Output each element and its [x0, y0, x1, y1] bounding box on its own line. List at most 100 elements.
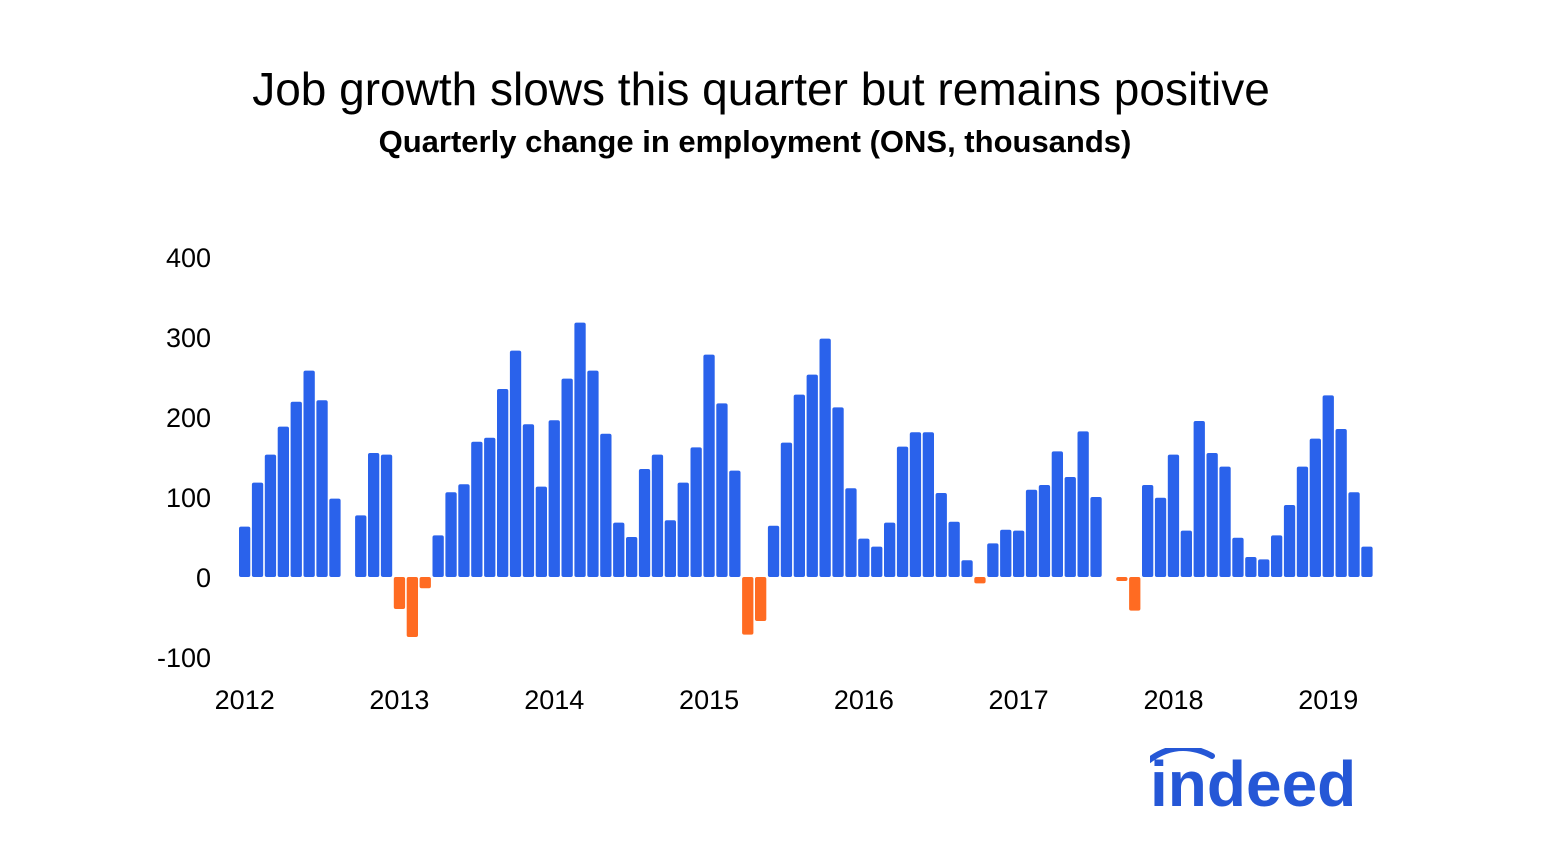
bar-2012-12	[380, 454, 393, 577]
bar-2016-05	[909, 432, 922, 577]
bar-2017-10	[1129, 577, 1141, 611]
bar-2018-01	[1167, 454, 1180, 577]
logo-text: indeed	[1150, 748, 1356, 818]
bar-2018-03	[1193, 421, 1205, 577]
bars	[239, 322, 1373, 637]
bar-2015-07	[780, 442, 793, 577]
bar-2012-11	[368, 453, 380, 577]
bar-2013-06	[458, 484, 470, 577]
bar-2013-08	[484, 437, 496, 577]
bar-2015-12	[845, 488, 857, 577]
bar-2012-08	[329, 498, 341, 577]
bar-2013-01	[393, 577, 406, 609]
bar-2013-11	[522, 424, 535, 577]
y-tick-label: 100	[166, 483, 211, 513]
bar-2018-05	[1219, 466, 1231, 577]
bar-2019-02	[1335, 429, 1347, 577]
bar-2014-12	[690, 447, 702, 577]
y-axis-ticks: 400 300 200 100 0 -100	[157, 243, 211, 673]
bar-2012-01	[239, 526, 251, 577]
x-tick-label: 2017	[989, 685, 1049, 715]
bar-2016-10	[974, 577, 986, 584]
bar-2013-05	[445, 492, 457, 577]
bar-2015-02	[716, 403, 728, 577]
bar-2017-05	[1064, 477, 1076, 577]
bar-2017-11	[1142, 485, 1154, 577]
bar-2014-10	[664, 520, 676, 577]
bar-2014-05	[600, 433, 612, 577]
bar-2013-10	[509, 350, 522, 577]
bar-2017-02	[1025, 489, 1038, 577]
bar-2016-01	[858, 538, 870, 577]
bar-2015-04	[742, 577, 754, 635]
bar-2017-12	[1154, 497, 1167, 577]
bar-2017-06	[1077, 431, 1089, 577]
bar-2016-12	[1000, 529, 1012, 577]
bar-2017-03	[1038, 485, 1051, 577]
bar-2017-01	[1013, 530, 1025, 577]
bar-2017-04	[1051, 451, 1063, 577]
logo-arc-icon	[1150, 748, 1215, 764]
x-tick-label: 2016	[834, 685, 894, 715]
x-tick-label: 2019	[1298, 685, 1358, 715]
bar-2013-02	[406, 577, 418, 637]
bar-2012-06	[303, 370, 315, 577]
bar-2018-02	[1180, 530, 1192, 577]
bar-2014-11	[677, 482, 689, 577]
bar-2013-04	[432, 535, 444, 577]
y-tick-label: 0	[196, 563, 211, 593]
bar-2012-07	[316, 400, 328, 577]
bar-2018-10	[1283, 505, 1296, 577]
x-tick-label: 2012	[215, 685, 275, 715]
bar-2013-12	[535, 486, 547, 577]
bar-2015-05	[755, 577, 767, 621]
bar-2015-03	[729, 470, 741, 577]
bar-2015-10	[819, 338, 831, 577]
bar-2016-04	[896, 446, 909, 577]
chart-title: Job growth slows this quarter but remain…	[252, 63, 1270, 115]
bar-2012-10	[355, 515, 367, 577]
y-tick-label: -100	[157, 643, 211, 673]
indeed-logo: indeed	[1150, 748, 1356, 818]
bar-2015-08	[793, 394, 805, 577]
bar-2014-04	[587, 370, 599, 577]
bar-2014-02	[561, 378, 573, 577]
y-tick-label: 400	[166, 243, 211, 273]
bar-2014-07	[626, 537, 638, 577]
bar-2017-07	[1090, 497, 1102, 577]
bar-2016-02	[871, 546, 883, 577]
bar-2016-03	[884, 522, 896, 577]
bar-2016-09	[961, 560, 973, 577]
bar-2019-01	[1322, 395, 1334, 577]
x-axis-ticks: 2012 2013 2014 2015 2016 2017 2018 2019	[215, 685, 1359, 715]
bar-2014-01	[548, 420, 560, 577]
bar-2016-06	[922, 432, 934, 577]
bar-2019-04	[1361, 546, 1373, 577]
bar-2016-11	[987, 543, 999, 577]
bar-2014-09	[651, 454, 664, 577]
bar-2018-06	[1232, 537, 1244, 577]
y-tick-label: 300	[166, 323, 211, 353]
bar-2018-09	[1271, 535, 1283, 577]
x-tick-label: 2014	[524, 685, 584, 715]
bar-2015-09	[806, 374, 818, 577]
bar-2018-04	[1206, 453, 1218, 577]
bar-2016-07	[935, 493, 947, 577]
bar-2017-09	[1116, 577, 1128, 581]
bar-2012-05	[290, 401, 302, 577]
x-tick-label: 2013	[369, 685, 429, 715]
bar-2015-06	[767, 525, 780, 577]
bar-2012-04	[277, 426, 289, 577]
bar-2013-07	[471, 441, 483, 577]
chart-subtitle: Quarterly change in employment (ONS, tho…	[378, 124, 1132, 159]
bar-2019-03	[1348, 492, 1360, 577]
bar-2013-09	[497, 389, 509, 577]
x-tick-label: 2015	[679, 685, 739, 715]
bar-2013-03	[419, 577, 431, 589]
bar-2018-07	[1245, 557, 1257, 577]
bar-2018-12	[1309, 438, 1321, 577]
bar-2014-06	[613, 522, 625, 577]
bar-2018-08	[1258, 559, 1270, 577]
bar-2015-11	[832, 407, 844, 577]
